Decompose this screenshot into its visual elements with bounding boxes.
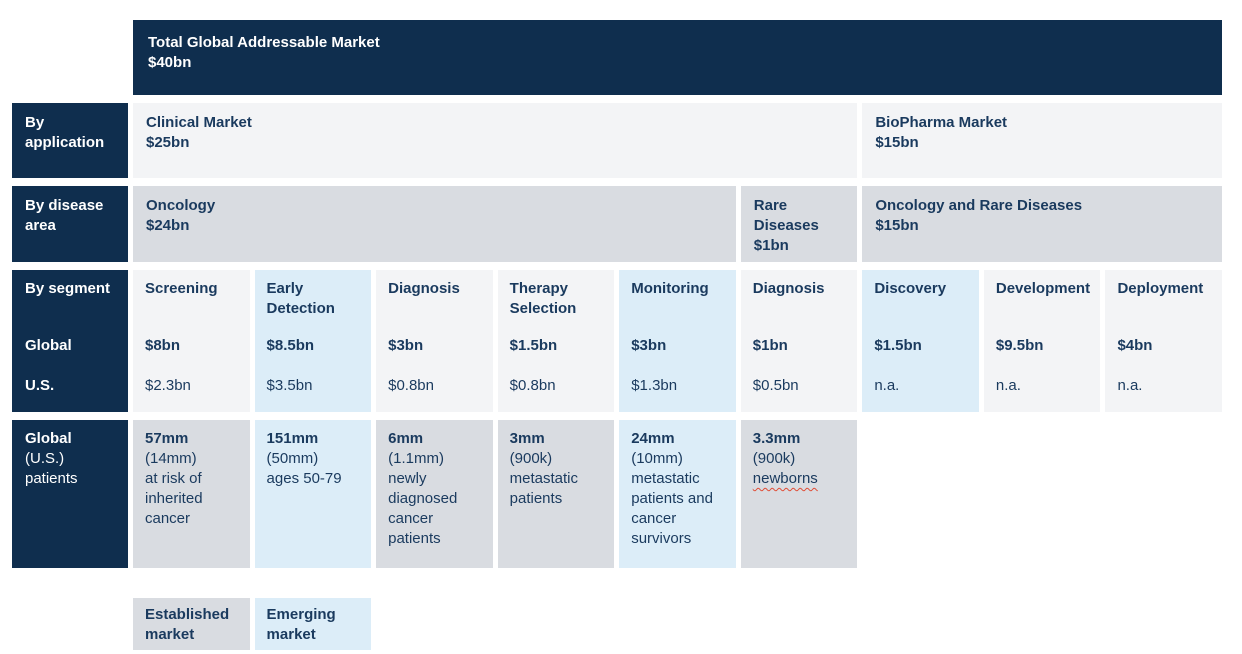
segment-cell-monitoring: Monitoring $3bn $1.3bn — [619, 270, 736, 412]
segment-global-value: $3bn — [388, 337, 424, 354]
segment-us-label: U.S. — [25, 377, 55, 394]
patients-count: 3mm — [509, 430, 545, 447]
segment-label: By segment — [25, 280, 111, 297]
biopharma-market-title: BioPharma Market — [875, 114, 1008, 131]
segment-title: Screening — [145, 280, 218, 297]
segment-global-value: $4bn — [1117, 337, 1153, 354]
misspelled-word-squiggle: newborns — [752, 470, 818, 487]
segment-global-value: $1.5bn — [874, 337, 922, 354]
segment-us-value: $0.5bn — [752, 377, 799, 394]
patients-cell-monitoring: 24mm (10mm) metastatic patients and canc… — [619, 420, 736, 568]
segment-title: Therapy Selection — [509, 280, 577, 317]
row-label-patients: Global (U.S.) patients — [12, 420, 128, 568]
patients-cell-early-detection: 151mm (50mm) ages 50-79 — [254, 420, 372, 568]
segment-global-value: $8bn — [145, 337, 181, 354]
segment-cell-discovery: Discovery $1.5bn n.a. — [862, 270, 979, 412]
rare-diseases-title: Rare Diseases — [753, 197, 819, 234]
segment-title: Deployment — [1117, 280, 1204, 297]
cell-rare-diseases: Rare Diseases $1bn — [740, 186, 858, 262]
segment-cell-diagnosis-rare: Diagnosis $1bn $0.5bn — [740, 270, 858, 412]
segment-global-value: $9.5bn — [995, 337, 1044, 354]
segment-global-value: $3bn — [631, 337, 667, 354]
segment-title: Discovery — [874, 280, 947, 297]
cell-oncology: Oncology $24bn — [133, 186, 736, 262]
segment-cell-early-detection: Early Detection $8.5bn $3.5bn — [254, 270, 372, 412]
segment-cell-deployment: Deployment $4bn n.a. — [1105, 270, 1222, 412]
tam-header: Total Global Addressable Market $40bn — [133, 20, 1222, 95]
segment-us-value: n.a. — [874, 377, 900, 394]
patients-cell-screening: 57mm (14mm) at risk of inherited cancer — [133, 420, 250, 568]
row-label-segment: By segment Global U.S. — [12, 270, 128, 412]
segment-title: Development — [995, 280, 1091, 297]
row-label-disease-area: By disease area — [12, 186, 128, 262]
patients-detail: (900k) — [752, 450, 796, 467]
tam-title: Total Global Addressable Market — [148, 34, 380, 51]
patients-count: 24mm — [631, 430, 675, 447]
patients-cell-diagnosis-rare: 3.3mm (900k) newborns — [740, 420, 858, 568]
segment-us-value: n.a. — [1117, 377, 1143, 394]
segment-us-value: $3.5bn — [266, 377, 313, 394]
patients-count: 3.3mm — [752, 430, 801, 447]
oncology-rare-diseases-title: Oncology and Rare Diseases — [875, 197, 1083, 214]
legend-established-market: Established market — [133, 598, 250, 650]
segment-title: Monitoring — [631, 280, 709, 297]
segment-global-label: Global — [25, 337, 72, 354]
segment-us-value: $0.8bn — [388, 377, 434, 394]
cell-biopharma-market: BioPharma Market $15bn — [862, 103, 1222, 178]
segment-title: Diagnosis — [388, 280, 460, 297]
patients-cell-therapy-selection: 3mm (900k) metastatic patients — [497, 420, 615, 568]
segment-cell-screening: Screening $8bn $2.3bn — [133, 270, 250, 412]
segment-us-value: n.a. — [995, 377, 1021, 394]
tam-value: $40bn — [148, 54, 192, 71]
patients-detail: (10mm) metastatic patients and cancer su… — [631, 450, 713, 547]
segment-cell-therapy-selection: Therapy Selection $1.5bn $0.8bn — [497, 270, 615, 412]
clinical-market-value: $25bn — [146, 134, 190, 151]
segment-us-value: $0.8bn — [509, 377, 556, 394]
patients-detail: (1.1mm) newly diagnosed cancer patients — [388, 450, 458, 547]
patients-cell-diagnosis-oncology: 6mm (1.1mm) newly diagnosed cancer patie… — [376, 420, 493, 568]
segment-title: Early Detection — [266, 280, 335, 317]
cell-oncology-rare-diseases: Oncology and Rare Diseases $15bn — [862, 186, 1222, 262]
patients-count: 6mm — [388, 430, 424, 447]
legend-emerging-market: Emerging market — [254, 598, 372, 650]
segment-global-value: $1.5bn — [509, 337, 558, 354]
biopharma-market-value: $15bn — [875, 134, 919, 151]
segment-us-value: $2.3bn — [145, 377, 191, 394]
patients-count: 151mm — [266, 430, 319, 447]
cell-clinical-market: Clinical Market $25bn — [133, 103, 858, 178]
legend-label: Established market — [145, 606, 230, 643]
segment-global-value: $1bn — [752, 337, 788, 354]
patients-detail: (50mm) ages 50-79 — [266, 450, 342, 487]
clinical-market-title: Clinical Market — [146, 114, 252, 131]
oncology-value: $24bn — [146, 217, 190, 234]
patients-label-bold: Global — [25, 430, 72, 447]
row-label-application: By application — [12, 103, 128, 178]
patients-detail: (900k) metastatic patients — [509, 450, 579, 507]
segment-cell-diagnosis-oncology: Diagnosis $3bn $0.8bn — [376, 270, 493, 412]
legend-label: Emerging market — [266, 606, 336, 643]
rare-diseases-value: $1bn — [753, 237, 789, 254]
segment-title: Diagnosis — [752, 280, 825, 297]
oncology-title: Oncology — [146, 197, 216, 214]
segment-global-value: $8.5bn — [266, 337, 315, 354]
patients-count: 57mm — [145, 430, 189, 447]
segment-us-value: $1.3bn — [631, 377, 678, 394]
oncology-rare-diseases-value: $15bn — [875, 217, 919, 234]
patients-label-rest: (U.S.) patients — [25, 450, 78, 487]
patients-detail: (14mm) at risk of inherited cancer — [145, 450, 203, 527]
segment-cell-development: Development $9.5bn n.a. — [983, 270, 1101, 412]
